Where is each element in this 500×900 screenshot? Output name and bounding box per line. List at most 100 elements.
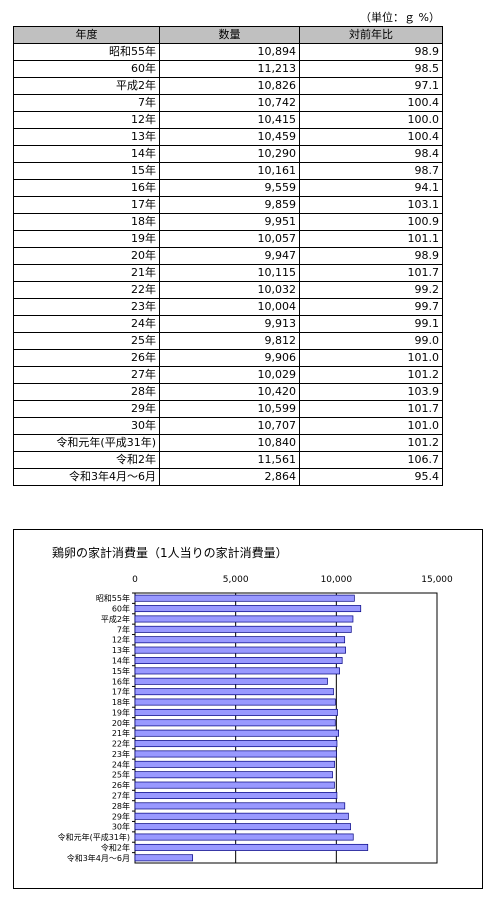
table-row: 16年 9,559 94.1 bbox=[13, 179, 443, 197]
cell-yoy: 101.7 bbox=[299, 264, 443, 282]
table-row: 23年 10,004 99.7 bbox=[13, 298, 443, 316]
cell-yoy: 101.1 bbox=[299, 230, 443, 248]
bar bbox=[134, 719, 336, 727]
table-row: 19年 10,057 101.1 bbox=[13, 230, 443, 248]
cell-year: 17年 bbox=[13, 196, 160, 214]
chart-title: 鶏卵の家計消費量（1人当りの家計消費量） bbox=[52, 545, 288, 560]
cell-year: 60年 bbox=[13, 60, 160, 78]
cell-quantity: 10,420 bbox=[159, 383, 300, 401]
cell-quantity: 10,161 bbox=[159, 162, 300, 180]
cell-quantity: 10,840 bbox=[159, 434, 300, 452]
table-row: 13年 10,459 100.4 bbox=[13, 128, 443, 146]
cell-yoy: 98.9 bbox=[299, 247, 443, 265]
cell-quantity: 9,859 bbox=[159, 196, 300, 214]
plot-area bbox=[134, 592, 438, 864]
bar bbox=[134, 792, 338, 799]
cell-yoy: 99.2 bbox=[299, 281, 443, 299]
table-row: 22年 10,032 99.2 bbox=[13, 281, 443, 299]
y-tick-label: 13年 bbox=[112, 645, 130, 655]
consumption-table: 年度 数量 対前年比 昭和55年 10,894 98.9 60年 11,213 98.5 平… bbox=[13, 26, 443, 486]
bar bbox=[134, 605, 362, 613]
y-tick-label: 17年 bbox=[112, 687, 130, 697]
bar bbox=[134, 854, 194, 862]
x-tick-label: 0 bbox=[132, 575, 138, 585]
table-row: 令和3年4月～6月 2,864 95.4 bbox=[13, 468, 443, 486]
cell-year: 29年 bbox=[13, 400, 160, 418]
table-row: 12年 10,415 100.0 bbox=[13, 111, 443, 129]
cell-quantity: 10,894 bbox=[159, 43, 300, 61]
y-tick-label: 令和3年4月～6月 bbox=[67, 853, 130, 863]
bar bbox=[134, 615, 354, 623]
table-row: 令和2年 11,561 106.7 bbox=[13, 451, 443, 469]
cell-quantity: 9,559 bbox=[159, 179, 300, 197]
cell-year: 13年 bbox=[13, 128, 160, 146]
table-row: 28年 10,420 103.9 bbox=[13, 383, 443, 401]
y-tick-label: 18年 bbox=[112, 697, 130, 707]
cell-quantity: 10,742 bbox=[159, 94, 300, 112]
cell-yoy: 101.2 bbox=[299, 366, 443, 384]
bar bbox=[134, 677, 328, 685]
cell-yoy: 103.1 bbox=[299, 196, 443, 214]
cell-year: 22年 bbox=[13, 281, 160, 299]
cell-quantity: 11,213 bbox=[159, 60, 300, 78]
y-tick-label: 20年 bbox=[112, 718, 130, 728]
cell-yoy: 100.4 bbox=[299, 94, 443, 112]
cell-year: 28年 bbox=[13, 383, 160, 401]
cell-year: 19年 bbox=[13, 230, 160, 248]
cell-yoy: 101.0 bbox=[299, 417, 443, 435]
bar bbox=[134, 698, 336, 706]
cell-yoy: 100.4 bbox=[299, 128, 443, 146]
cell-quantity: 9,906 bbox=[159, 349, 300, 367]
cell-yoy: 99.0 bbox=[299, 332, 443, 350]
cell-quantity: 10,115 bbox=[159, 264, 300, 282]
bar bbox=[134, 646, 346, 654]
cell-year: 令和2年 bbox=[13, 451, 160, 469]
bar bbox=[134, 750, 337, 758]
cell-year: 18年 bbox=[13, 213, 160, 231]
cell-quantity: 10,599 bbox=[159, 400, 300, 418]
y-tick-label: 23年 bbox=[112, 749, 130, 759]
cell-year: 7年 bbox=[13, 94, 160, 112]
cell-year: 12年 bbox=[13, 111, 160, 129]
table-body: 昭和55年 10,894 98.9 60年 11,213 98.5 平成2年 10,826 97… bbox=[13, 43, 443, 486]
cell-yoy: 103.9 bbox=[299, 383, 443, 401]
header-year: 年度 bbox=[13, 26, 160, 44]
x-tick-label: 10,000 bbox=[321, 575, 353, 585]
cell-quantity: 10,290 bbox=[159, 145, 300, 163]
cell-year: 21年 bbox=[13, 264, 160, 282]
table-row: 平成2年 10,826 97.1 bbox=[13, 77, 443, 95]
y-tick-label: 15年 bbox=[112, 666, 130, 676]
cell-yoy: 99.7 bbox=[299, 298, 443, 316]
cell-yoy: 94.1 bbox=[299, 179, 443, 197]
cell-year: 令和元年(平成31年) bbox=[13, 434, 160, 452]
cell-quantity: 10,415 bbox=[159, 111, 300, 129]
bar bbox=[134, 781, 335, 789]
y-tick-label: 令和元年(平成31年) bbox=[58, 832, 130, 842]
cell-yoy: 106.7 bbox=[299, 451, 443, 469]
y-tick-label: 30年 bbox=[112, 822, 130, 832]
cell-yoy: 100.9 bbox=[299, 213, 443, 231]
bar bbox=[134, 657, 343, 664]
bar bbox=[134, 667, 340, 675]
y-tick-label: 12年 bbox=[112, 635, 130, 645]
cell-year: 16年 bbox=[13, 179, 160, 197]
y-tick-label: 7年 bbox=[117, 624, 130, 634]
cell-year: 25年 bbox=[13, 332, 160, 350]
y-tick-label: 令和2年 bbox=[101, 842, 130, 852]
cell-yoy: 101.2 bbox=[299, 434, 443, 452]
table-row: 7年 10,742 100.4 bbox=[13, 94, 443, 112]
cell-year: 20年 bbox=[13, 247, 160, 265]
table-row: 15年 10,161 98.7 bbox=[13, 162, 443, 180]
cell-quantity: 9,947 bbox=[159, 247, 300, 265]
cell-year: 26年 bbox=[13, 349, 160, 367]
bar bbox=[134, 760, 335, 768]
y-tick-label: 24年 bbox=[112, 759, 130, 769]
cell-yoy: 98.7 bbox=[299, 162, 443, 180]
cell-quantity: 10,826 bbox=[159, 77, 300, 95]
table-row: 20年 9,947 98.9 bbox=[13, 247, 443, 265]
table-row: 60年 11,213 98.5 bbox=[13, 60, 443, 78]
cell-yoy: 97.1 bbox=[299, 77, 443, 95]
bar bbox=[134, 740, 338, 748]
y-tick-label: 27年 bbox=[112, 791, 130, 801]
table-row: 26年 9,906 101.0 bbox=[13, 349, 443, 367]
